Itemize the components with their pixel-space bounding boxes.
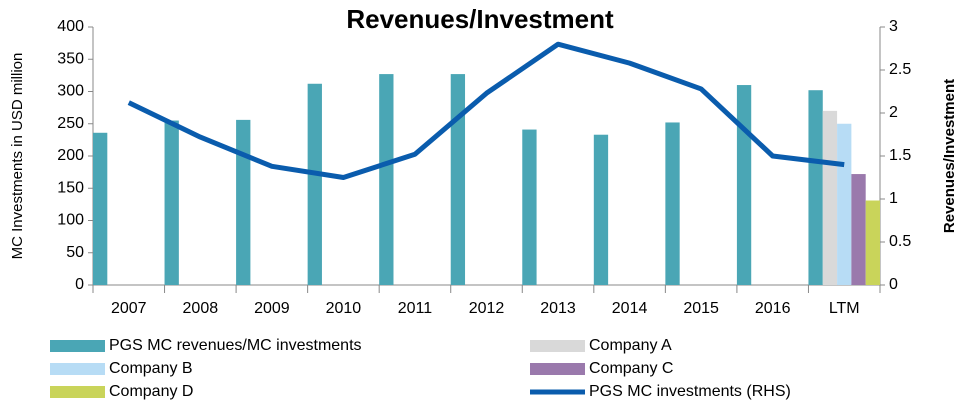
x-tick-label: 2011 — [398, 300, 433, 317]
x-tick-label: 2010 — [326, 300, 362, 317]
y-tick-label: 400 — [57, 18, 84, 35]
chart-title: Revenues/Investment — [346, 4, 614, 34]
bar — [93, 132, 108, 285]
x-tick-label: LTM — [829, 300, 860, 317]
legend-swatch — [50, 363, 105, 375]
y2-tick-label: 3 — [889, 18, 898, 35]
legend-label: Company C — [589, 360, 673, 377]
y2-tick-label: 0.5 — [889, 233, 911, 250]
bar — [307, 83, 322, 285]
bar — [865, 200, 880, 285]
y-tick-label: 100 — [57, 212, 84, 229]
x-tick-label: 2012 — [469, 300, 505, 317]
x-tick-label: 2009 — [254, 300, 290, 317]
x-tick-label: 2007 — [111, 300, 147, 317]
legend-label: PGS MC revenues/MC investments — [109, 337, 362, 354]
legend-swatch — [530, 363, 585, 375]
bar — [522, 129, 537, 285]
legend-label: Company A — [589, 337, 672, 354]
x-tick-label: 2013 — [540, 300, 576, 317]
y2-tick-label: 1.5 — [889, 147, 911, 164]
y-tick-label: 0 — [75, 276, 84, 293]
legend-swatch — [50, 340, 105, 352]
bar — [736, 85, 752, 285]
y-tick-label: 350 — [57, 50, 84, 67]
bar — [164, 120, 179, 286]
bar — [808, 90, 823, 286]
bar — [851, 174, 866, 285]
bar — [379, 74, 394, 286]
bar — [665, 122, 680, 286]
legend-label: PGS MC investments (RHS) — [589, 383, 791, 400]
bar — [837, 123, 852, 285]
legend-swatch — [530, 340, 585, 352]
y-axis-label: MC Investments in USD million — [9, 53, 26, 260]
y2-axis-label: Revenues/Investment — [941, 79, 958, 233]
bar — [822, 110, 838, 285]
bar — [236, 119, 251, 285]
y2-tick-label: 2 — [889, 104, 898, 121]
y-tick-label: 200 — [57, 147, 84, 164]
y-tick-label: 50 — [66, 244, 84, 261]
bar — [593, 134, 609, 285]
y2-tick-label: 2.5 — [889, 61, 911, 78]
legend-label: Company D — [109, 383, 193, 400]
y-tick-label: 250 — [57, 115, 84, 132]
y-tick-label: 150 — [57, 179, 84, 196]
line — [127, 41, 845, 180]
y2-tick-label: 0 — [889, 276, 898, 293]
x-tick-label: 2015 — [683, 300, 719, 317]
bar — [450, 74, 466, 286]
legend-label: Company B — [109, 360, 193, 377]
x-tick-label: 2016 — [755, 300, 791, 317]
legend-swatch — [50, 386, 105, 398]
x-tick-label: 2008 — [183, 300, 219, 317]
y-tick-label: 300 — [57, 83, 84, 100]
x-tick-label: 2014 — [612, 300, 648, 317]
y2-tick-label: 1 — [889, 190, 898, 207]
